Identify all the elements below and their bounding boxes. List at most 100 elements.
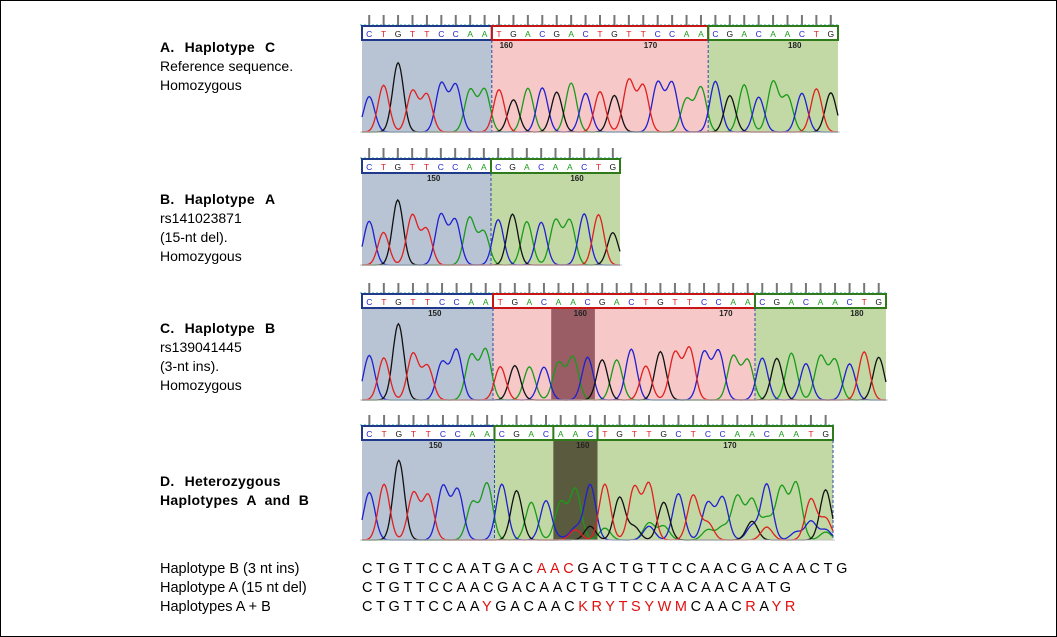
position-label: 150 (427, 174, 441, 183)
chromatogram-d: C T G T T C C A A C G A C A A C T G T T G C T C C A A C A A T G 150 160 17… (360, 414, 835, 544)
base: C (428, 580, 443, 596)
alignment-name: Haplotype A (15 nt del) (160, 580, 307, 596)
base-call: C (499, 429, 505, 439)
base-call: G (509, 162, 516, 172)
base: C (632, 580, 647, 596)
base-call: C (764, 429, 770, 439)
base: A (660, 580, 674, 596)
base: G (632, 561, 647, 577)
base: A (704, 599, 718, 615)
trace-C (361, 348, 886, 401)
base-call: G (611, 29, 618, 39)
base-call: C (453, 29, 459, 39)
base: G (740, 561, 756, 577)
base-call: T (425, 297, 430, 307)
base: A (469, 580, 484, 596)
base-call: G (513, 429, 520, 439)
base-call: T (808, 429, 813, 439)
base: C (768, 561, 783, 577)
panel-c-label: C. Haplotype B rs139041445 (3-nt ins). Hom… (160, 319, 285, 395)
highlight-region (362, 173, 491, 265)
base-call: C (803, 297, 809, 307)
base-call: A (573, 429, 579, 439)
base-call: A (684, 29, 690, 39)
base: A (509, 561, 523, 577)
base: T (619, 580, 633, 596)
panel-a-desc-2: Homozygous (160, 77, 242, 93)
region-box (493, 425, 834, 441)
base-call: T (602, 429, 607, 439)
base: C (362, 580, 377, 596)
base: A (700, 561, 714, 577)
base-call: T (632, 429, 637, 439)
base-call: C (669, 29, 675, 39)
base: G (495, 599, 511, 615)
base-call: A (483, 297, 489, 307)
base-call: G (610, 162, 617, 172)
base: A (673, 580, 688, 596)
base: A (759, 599, 772, 615)
base-call: A (818, 297, 824, 307)
base: C (605, 561, 620, 577)
chromatogram-a: C T G T T C C A A T G A C G A C T G T T C C A A C G A C A A C T G 160 170 1… (360, 14, 840, 136)
region-box (552, 425, 599, 441)
position-label: 150 (429, 441, 443, 450)
alignment-row-ab: Haplotypes A + B CTGTTCCAAYGACAACKRYTSYW… (160, 598, 851, 617)
base: G (388, 580, 404, 596)
base-call: G (395, 297, 402, 307)
base: R (784, 599, 799, 615)
base-call: T (381, 29, 386, 39)
panel-c-desc-2: (3-nt ins). (160, 358, 220, 374)
base: Y (644, 599, 658, 615)
base: C (525, 580, 540, 596)
base-call: A (467, 29, 473, 39)
highlight-region (491, 40, 709, 132)
base-call: T (672, 297, 677, 307)
base-call: T (498, 297, 503, 307)
base-call: A (568, 29, 574, 39)
base-call: A (570, 297, 576, 307)
base-call: C (675, 429, 681, 439)
base-call: A (770, 29, 776, 39)
base-call: A (698, 29, 704, 39)
base: C (731, 599, 746, 615)
base-call: T (381, 162, 386, 172)
panel-c-desc-3: Homozygous (160, 377, 242, 393)
base: A (539, 580, 553, 596)
position-label: 150 (428, 309, 442, 318)
base: T (619, 561, 633, 577)
base: A (782, 561, 797, 577)
base: C (727, 580, 742, 596)
base: G (836, 561, 851, 577)
base-call: G (395, 29, 402, 39)
base-call: C (366, 297, 372, 307)
base: A (755, 561, 769, 577)
base: Y (605, 599, 619, 615)
base: Y (482, 599, 496, 615)
base: C (686, 561, 701, 577)
base: C (726, 561, 741, 577)
base-call: C (847, 297, 853, 307)
position-label: 160 (576, 441, 590, 450)
base: C (564, 599, 579, 615)
base-call: G (657, 297, 664, 307)
base-call: C (628, 297, 634, 307)
base: C (809, 561, 824, 577)
base-call: C (583, 29, 589, 39)
alignment-row-b: Haplotype B (3 nt ins) CTGTTCCAATGACAACG… (160, 560, 851, 579)
base-call: G (660, 429, 667, 439)
base-call: T (687, 297, 692, 307)
base: A (550, 561, 564, 577)
highlight-region (553, 440, 598, 540)
base: R (591, 599, 606, 615)
base-call: G (395, 162, 402, 172)
panel-c-title: C. Haplotype B (160, 320, 276, 336)
region-box (707, 25, 839, 41)
base-call: C (439, 297, 445, 307)
base-call: A (558, 429, 564, 439)
base-call: T (641, 29, 646, 39)
base-call: G (727, 29, 734, 39)
base-call: C (705, 429, 711, 439)
base: A (717, 599, 732, 615)
base: C (565, 580, 581, 596)
